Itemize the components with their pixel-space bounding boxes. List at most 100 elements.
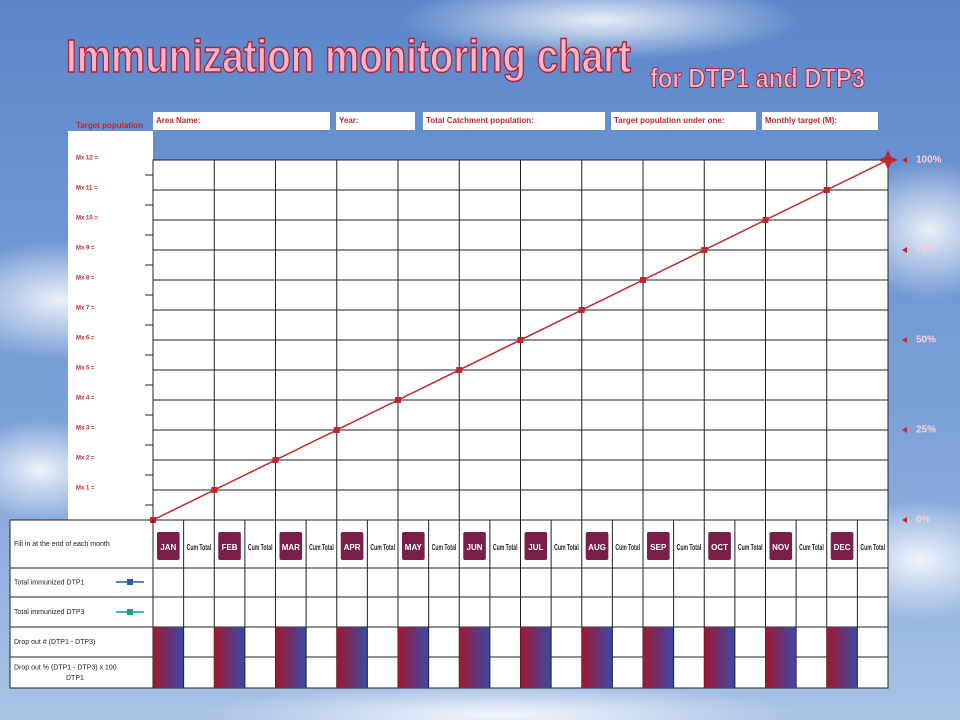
cloud bbox=[200, 685, 800, 720]
dropout-cell bbox=[581, 657, 613, 688]
dropout-cell bbox=[704, 627, 735, 657]
month-label: OCT bbox=[711, 543, 728, 552]
title: Immunization monitoring chart bbox=[66, 30, 631, 82]
legend-dtp3-marker bbox=[127, 609, 133, 615]
dropout-cell bbox=[643, 657, 674, 688]
month-badge bbox=[157, 532, 180, 560]
month-label: JAN bbox=[160, 543, 176, 552]
cum-total: Cum Total bbox=[554, 543, 579, 552]
dropout-cell bbox=[336, 627, 368, 657]
target-point bbox=[823, 187, 830, 193]
y-label: Mx 2 = bbox=[76, 456, 95, 462]
target-star bbox=[878, 150, 898, 170]
percent-label: 0% bbox=[916, 515, 931, 526]
month-label: FEB bbox=[222, 543, 238, 552]
cum-total: Cum Total bbox=[370, 543, 395, 552]
header-field bbox=[423, 112, 605, 130]
row-label: Drop out % (DTP1 - DTP3) x 100 bbox=[14, 664, 117, 671]
cum-total: Cum Total bbox=[309, 543, 334, 552]
row-label: Fill in at the end of each month bbox=[14, 541, 110, 548]
header-field bbox=[336, 112, 415, 130]
month-badge bbox=[769, 532, 793, 560]
month-badge bbox=[524, 532, 548, 560]
legend-dtp1-marker bbox=[127, 579, 133, 585]
percent-label: 100% bbox=[916, 155, 942, 166]
dropout-cell bbox=[214, 657, 245, 688]
target-point bbox=[333, 427, 340, 433]
header-field-label: Total Catchment population: bbox=[426, 116, 534, 125]
target-point bbox=[517, 337, 524, 343]
pointer bbox=[902, 517, 907, 523]
dropout-cell bbox=[398, 657, 429, 688]
header-field-label: Target population under one: bbox=[614, 116, 725, 125]
axis-strip bbox=[68, 131, 153, 520]
dropout-cell bbox=[520, 657, 552, 688]
y-label: Mx 10 = bbox=[76, 216, 98, 222]
y-label: Mx 4 = bbox=[76, 396, 95, 402]
dropout-cell bbox=[765, 657, 797, 688]
header-field bbox=[762, 112, 878, 130]
percent-label: 25% bbox=[916, 425, 936, 436]
denominator: DTP1 bbox=[66, 675, 84, 682]
pointer bbox=[902, 247, 907, 253]
dropout-cell bbox=[704, 657, 735, 688]
y-label: Mx 6 = bbox=[76, 336, 95, 342]
header-field bbox=[153, 112, 330, 130]
cum-total: Cum Total bbox=[432, 543, 457, 552]
cum-total: Cum Total bbox=[493, 543, 518, 552]
header-field-label: Year: bbox=[339, 116, 359, 125]
pointer bbox=[902, 337, 907, 343]
month-badge bbox=[830, 532, 854, 560]
header-field-label: Monthly target (M): bbox=[765, 116, 837, 125]
cum-total: Cum Total bbox=[860, 543, 885, 552]
cum-total: Cum Total bbox=[677, 543, 702, 552]
dropout-cell bbox=[153, 627, 184, 657]
target-point bbox=[395, 397, 401, 403]
month-label: APR bbox=[344, 543, 361, 552]
dropout-cell bbox=[826, 657, 858, 688]
dropout-cell bbox=[826, 627, 858, 657]
percent-label: 50% bbox=[916, 335, 936, 346]
month-badge bbox=[218, 532, 241, 560]
row-label: Drop out # (DTP1 - DTP3) bbox=[14, 639, 95, 646]
target-point bbox=[762, 217, 769, 223]
dropout-cell bbox=[520, 627, 552, 657]
month-badge bbox=[402, 532, 425, 560]
y-label: Mx 3 = bbox=[76, 426, 95, 432]
y-label: Mx 5 = bbox=[76, 366, 95, 372]
row-label: Total immunized DTP3 bbox=[14, 609, 85, 616]
month-label: JUL bbox=[528, 543, 543, 552]
dropout-cell bbox=[336, 657, 368, 688]
month-badge bbox=[463, 532, 486, 560]
month-label: JUN bbox=[467, 543, 483, 552]
header-field-label: Area Name: bbox=[156, 116, 200, 125]
month-label: AUG bbox=[588, 543, 606, 552]
dropout-cell bbox=[398, 627, 429, 657]
month-badge bbox=[279, 532, 303, 560]
target-point bbox=[701, 247, 708, 253]
y-label: Mx 8 = bbox=[76, 276, 95, 282]
dropout-cell bbox=[643, 627, 674, 657]
y-label: Mx 1 = bbox=[76, 486, 95, 492]
dropout-cell bbox=[459, 657, 490, 688]
dropout-cell bbox=[765, 627, 797, 657]
y-label: Mx 7 = bbox=[76, 306, 95, 312]
percent-label: 75% bbox=[916, 245, 936, 256]
target-population-label: Target population bbox=[76, 121, 143, 130]
y-label: Mx 12 = bbox=[76, 156, 98, 162]
target-point bbox=[578, 307, 585, 313]
pointer bbox=[902, 157, 907, 163]
month-label: DEC bbox=[834, 543, 851, 552]
pointer bbox=[902, 427, 907, 433]
month-label: NOV bbox=[772, 543, 790, 552]
cum-total: Cum Total bbox=[738, 543, 763, 552]
dropout-cell bbox=[459, 627, 490, 657]
cum-total: Cum Total bbox=[187, 543, 212, 552]
month-badge bbox=[585, 532, 609, 560]
dropout-cell bbox=[275, 627, 307, 657]
dropout-cell bbox=[214, 627, 245, 657]
month-label: MAY bbox=[405, 543, 423, 552]
dropout-cell bbox=[581, 627, 613, 657]
target-point bbox=[456, 367, 463, 373]
